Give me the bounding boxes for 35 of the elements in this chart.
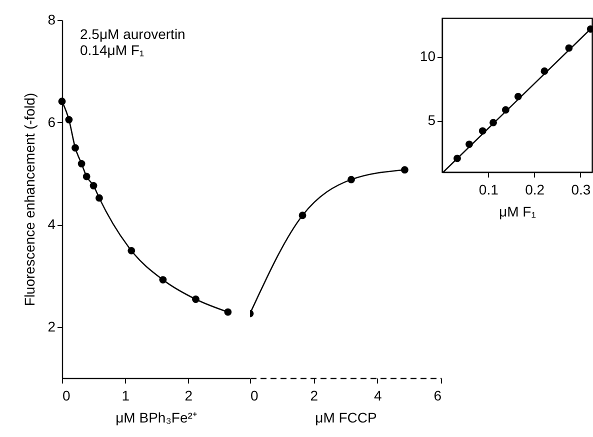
y-tick-label: 8 bbox=[48, 12, 56, 28]
x-tick-label: 0 bbox=[62, 388, 70, 404]
point bbox=[96, 194, 103, 202]
point bbox=[78, 160, 86, 168]
point bbox=[90, 182, 98, 190]
y-tick-label: 6 bbox=[48, 114, 56, 130]
point bbox=[65, 116, 73, 124]
point bbox=[192, 296, 200, 303]
annotation: 2.5μM aurovertin bbox=[80, 26, 186, 42]
y-axis-title: Fluorescence enhancement (-fold) bbox=[22, 92, 38, 306]
point bbox=[401, 166, 408, 174]
point bbox=[128, 246, 136, 254]
y-tick-label: 5 bbox=[428, 112, 436, 128]
x-tick-label: 0 bbox=[250, 388, 258, 404]
x-axis-title: μM BPh₃Fe²⁺ bbox=[116, 410, 198, 426]
point bbox=[298, 212, 306, 220]
x-tick-label: 2 bbox=[184, 388, 193, 404]
point bbox=[72, 144, 79, 152]
x-axis-title: μM FCCP bbox=[315, 410, 377, 426]
point bbox=[58, 98, 66, 106]
x-tick-label: 0.3 bbox=[571, 182, 591, 198]
point bbox=[224, 308, 232, 316]
x-axis-title: μM F₁ bbox=[499, 204, 536, 220]
x-tick-label: 0.2 bbox=[525, 182, 545, 198]
y-tick-label: 10 bbox=[420, 48, 436, 64]
point bbox=[159, 276, 167, 284]
annotation: 0.14μM F₁ bbox=[80, 42, 144, 58]
x-tick-label: 2 bbox=[310, 388, 318, 404]
y-tick-label: 4 bbox=[48, 216, 56, 232]
x-tick-label: 1 bbox=[122, 388, 130, 404]
x-tick-label: 4 bbox=[374, 388, 382, 404]
point bbox=[348, 176, 355, 184]
point bbox=[82, 172, 90, 180]
x-tick-label: 0.1 bbox=[478, 182, 499, 198]
y-tick-label: 2 bbox=[48, 318, 56, 334]
